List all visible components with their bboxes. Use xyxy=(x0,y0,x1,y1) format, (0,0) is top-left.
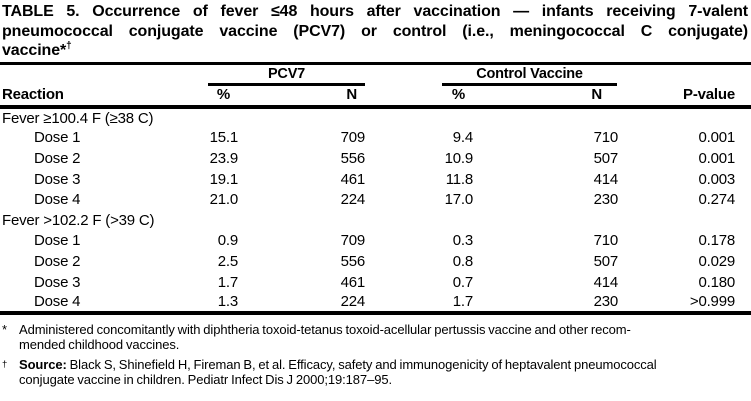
column-header-control-pct: % xyxy=(367,86,475,109)
table-title-line1: TABLE 5. Occurrence of fever ≤48 hours a… xyxy=(2,3,748,20)
pcv7-pct-cell: 2.5 xyxy=(217,252,238,270)
pcv7-n-cell: 224 xyxy=(340,191,366,209)
group-header-pcv7-cell: PCV7 xyxy=(160,63,367,86)
table-header: PCV7 Control Vaccine Reaction % N % N P-… xyxy=(0,63,751,109)
column-header-row: Reaction % N % N P-value xyxy=(0,86,751,109)
control-n-cell: 710 xyxy=(593,129,619,147)
group-header-control: Control Vaccine xyxy=(442,66,617,86)
reaction-cell: Dose 3 xyxy=(34,170,81,188)
table-title-line3: vaccine*† xyxy=(2,40,72,59)
reaction-cell: Dose 1 xyxy=(34,129,81,147)
pcv7-pct-cell: 15.1 xyxy=(209,129,239,147)
column-header-pcv7-n: N xyxy=(240,86,367,109)
title-dagger-symbol: † xyxy=(66,40,72,52)
control-pct-cell: 11.8 xyxy=(445,170,473,188)
table-row: Dose 1 0.9 709 0.3 710 0.178 xyxy=(0,231,751,252)
footnotes: * Administered concomitantly with diphth… xyxy=(0,315,751,388)
control-pct-cell: 0.7 xyxy=(452,273,473,291)
table-row: Dose 4 1.3 224 1.7 230 >0.999 xyxy=(0,292,751,313)
section-header-row: Fever >102.2 F (>39 C) xyxy=(0,210,751,231)
pcv7-n-cell: 556 xyxy=(340,149,366,167)
pvalue-cell: 0.003 xyxy=(698,170,735,188)
table-title: TABLE 5. Occurrence of fever ≤48 hours a… xyxy=(0,0,751,61)
pvalue-cell: 0.178 xyxy=(698,232,735,250)
control-n-cell: 414 xyxy=(593,170,619,188)
section-header-row: Fever ≥100.4 F (≥38 C) xyxy=(0,107,751,128)
control-n-cell: 414 xyxy=(593,273,619,291)
pvalue-cell: 0.029 xyxy=(698,252,735,270)
table-row: Dose 3 1.7 461 0.7 414 0.180 xyxy=(0,272,751,293)
pvalue-cell: 0.001 xyxy=(698,149,735,167)
table-row: Dose 2 2.5 556 0.8 507 0.029 xyxy=(0,251,751,272)
reaction-cell: Dose 2 xyxy=(34,149,81,167)
pcv7-pct-cell: 1.3 xyxy=(217,293,238,311)
group-header-spacer-left xyxy=(0,63,160,86)
pcv7-n-cell: 709 xyxy=(340,232,366,250)
section-label-fever-100: Fever ≥100.4 F (≥38 C) xyxy=(2,109,154,127)
group-header-spacer-right xyxy=(620,63,751,86)
fever-occurrence-table: PCV7 Control Vaccine Reaction % N % N P-… xyxy=(0,61,751,315)
group-header-row: PCV7 Control Vaccine xyxy=(0,63,751,86)
table-title-line2: pneumococcal conjugate vaccine (PCV7) or… xyxy=(2,22,748,40)
pcv7-pct-cell: 0.9 xyxy=(217,232,238,250)
pvalue-cell: 0.001 xyxy=(698,129,735,147)
column-header-pcv7-pct: % xyxy=(160,86,240,109)
table-row: Dose 2 23.9 556 10.9 507 0.001 xyxy=(0,148,751,169)
control-pct-cell: 9.4 xyxy=(452,129,473,147)
pcv7-n-cell: 556 xyxy=(340,252,366,270)
reaction-cell: Dose 4 xyxy=(34,293,81,311)
reaction-cell: Dose 1 xyxy=(34,232,81,250)
section-label-fever-102: Fever >102.2 F (>39 C) xyxy=(2,211,155,229)
footnote-source-text: Source: Black S, Shinefield H, Fireman B… xyxy=(19,357,748,388)
footnote-line: mended childhood vaccines. xyxy=(19,337,180,353)
column-header-pvalue: P-value xyxy=(620,86,751,109)
reaction-cell: Dose 4 xyxy=(34,191,81,209)
control-n-cell: 507 xyxy=(593,252,619,270)
pcv7-pct-cell: 19.1 xyxy=(209,170,239,188)
reaction-cell: Dose 2 xyxy=(34,252,81,270)
pvalue-cell: 0.180 xyxy=(698,273,735,291)
table-body: Fever ≥100.4 F (≥38 C) Dose 1 15.1 709 9… xyxy=(0,107,751,313)
table-row: Dose 4 21.0 224 17.0 230 0.274 xyxy=(0,189,751,210)
control-pct-cell: 0.3 xyxy=(452,232,473,250)
pcv7-n-cell: 461 xyxy=(340,273,366,291)
source-label: Source: xyxy=(19,356,67,372)
asterisk-marker: * xyxy=(2,321,7,337)
pvalue-cell: >0.999 xyxy=(689,293,735,311)
column-header-reaction: Reaction xyxy=(0,86,160,109)
control-n-cell: 507 xyxy=(593,149,619,167)
pcv7-n-cell: 709 xyxy=(340,129,366,147)
control-pct-cell: 10.9 xyxy=(444,149,474,167)
control-pct-cell: 1.7 xyxy=(452,293,473,311)
footnote-line: Administered concomitantly with diphther… xyxy=(19,321,631,337)
group-header-pcv7: PCV7 xyxy=(208,66,365,86)
control-pct-cell: 0.8 xyxy=(452,252,473,270)
footnote-administered: * Administered concomitantly with diphth… xyxy=(2,322,748,353)
control-pct-cell: 17.0 xyxy=(444,191,474,209)
reaction-cell: Dose 3 xyxy=(34,273,81,291)
control-n-cell: 230 xyxy=(593,293,619,311)
table-row: Dose 1 15.1 709 9.4 710 0.001 xyxy=(0,128,751,149)
table-row: Dose 3 19.1 461 11.8 414 0.003 xyxy=(0,169,751,190)
control-n-cell: 230 xyxy=(593,191,619,209)
group-header-control-cell: Control Vaccine xyxy=(367,63,620,86)
pcv7-n-cell: 224 xyxy=(340,293,366,311)
footnote-line: conjugate vaccine in children. Pediatr I… xyxy=(19,372,392,388)
pcv7-pct-cell: 23.9 xyxy=(209,149,239,167)
column-header-control-n: N xyxy=(475,86,620,109)
footnote-administered-text: Administered concomitantly with diphther… xyxy=(19,322,748,353)
dagger-marker: † xyxy=(2,358,8,370)
control-n-cell: 710 xyxy=(593,232,619,250)
footnote-source: † Source: Black S, Shinefield H, Fireman… xyxy=(2,357,748,388)
pcv7-n-cell: 461 xyxy=(340,170,366,188)
footnote-line: Source: Black S, Shinefield H, Fireman B… xyxy=(19,356,657,372)
pvalue-cell: 0.274 xyxy=(698,191,735,209)
pcv7-pct-cell: 1.7 xyxy=(217,273,238,291)
pcv7-pct-cell: 21.0 xyxy=(209,191,239,209)
